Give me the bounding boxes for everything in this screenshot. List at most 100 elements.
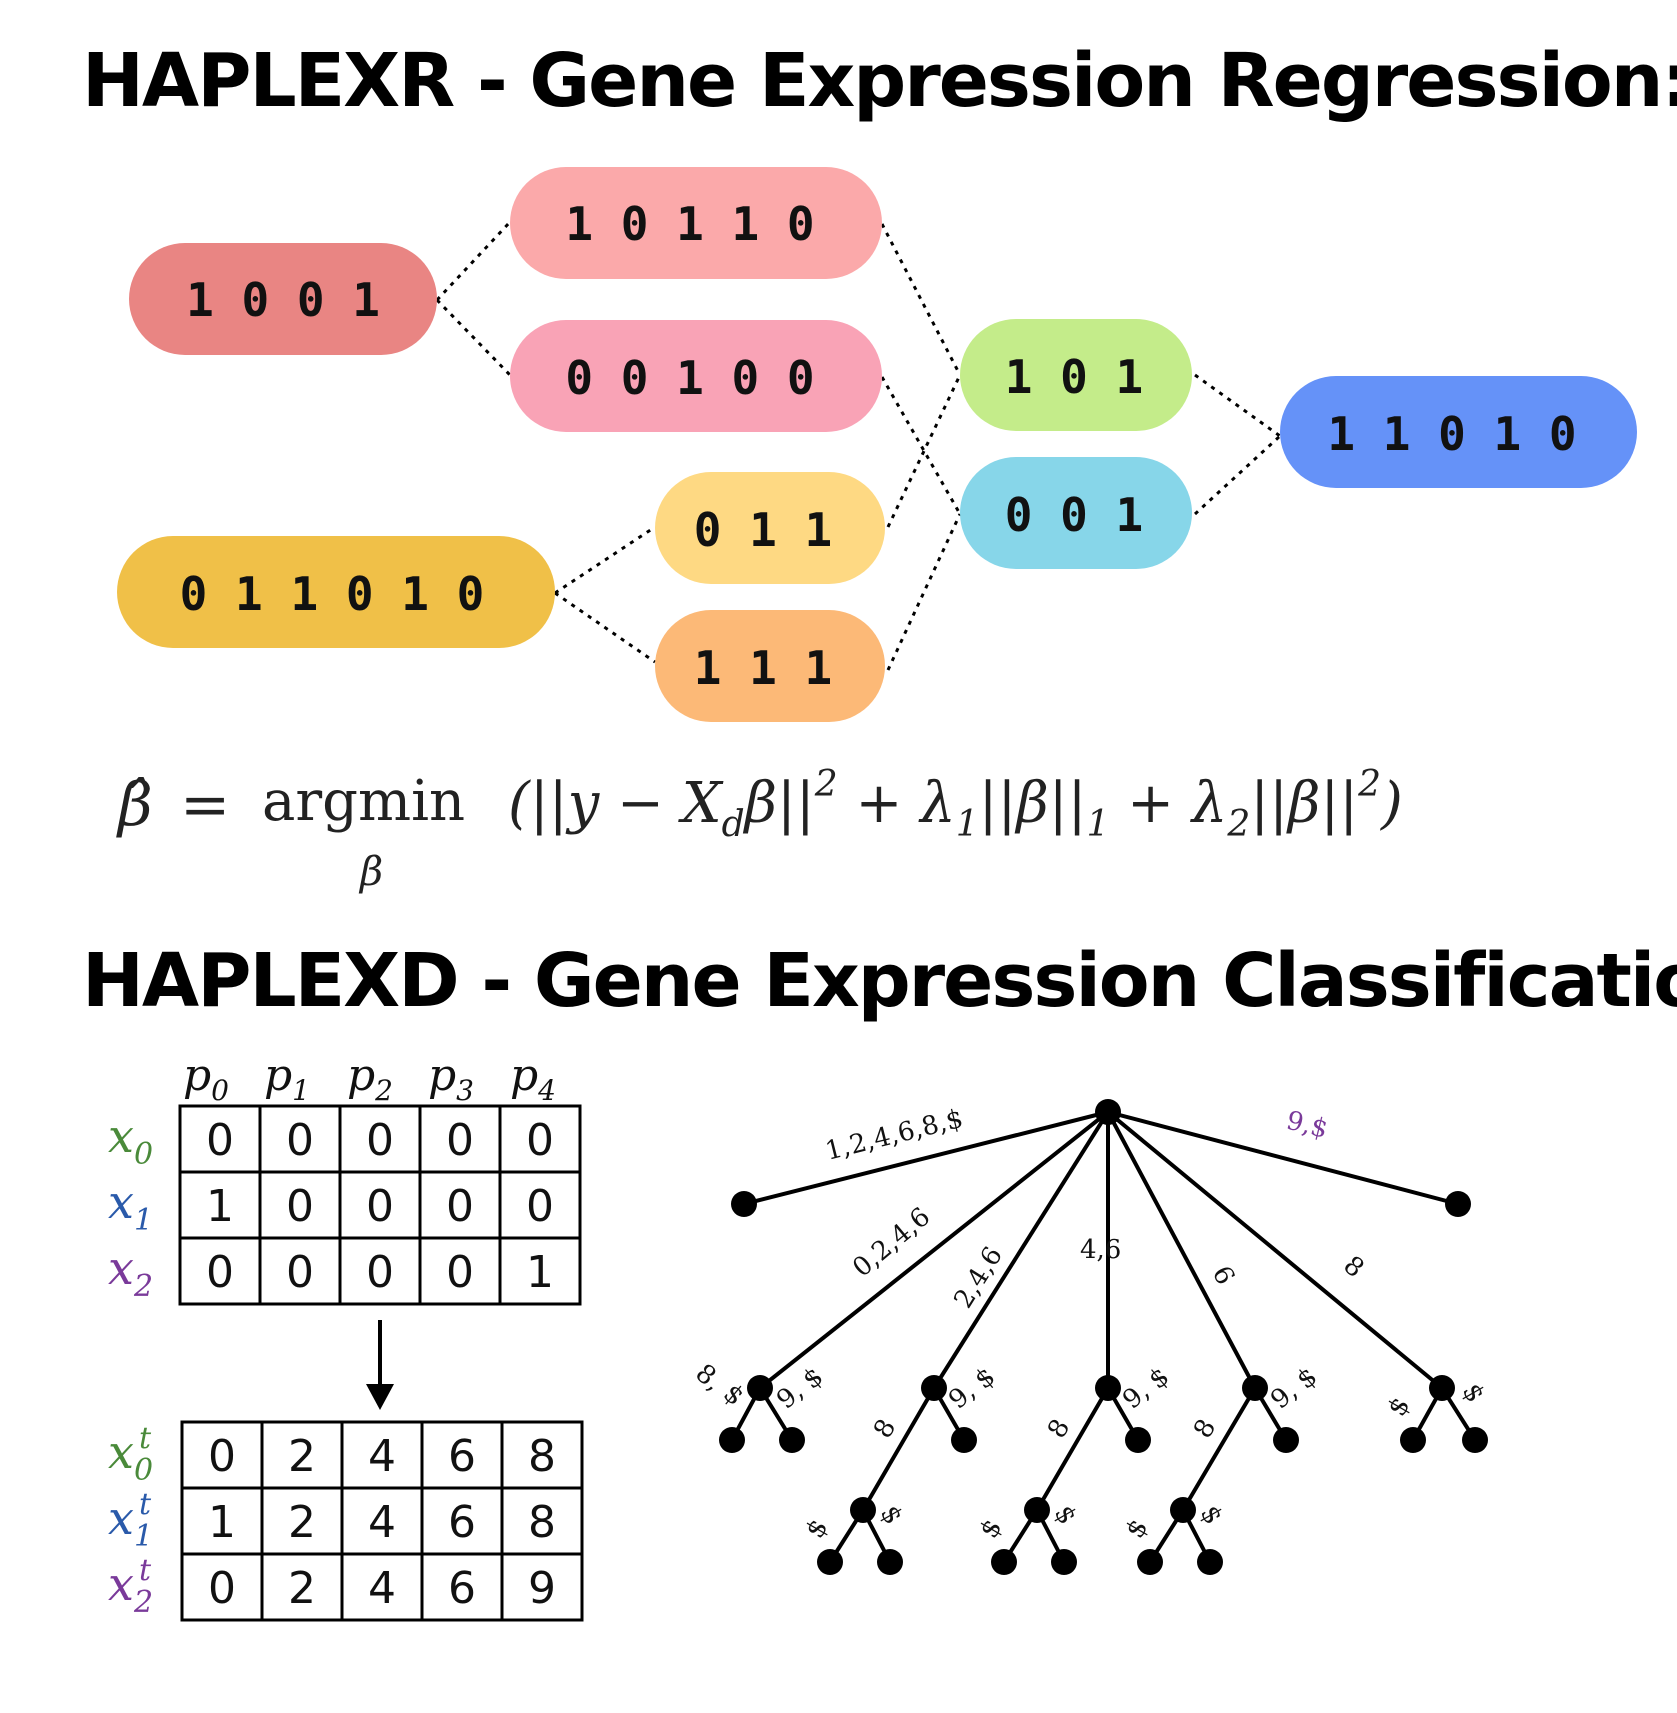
regression-title: HAPLEXR - Gene Expression Regression: — [82, 38, 1677, 124]
label-c5-dollar-b: $ — [1456, 1379, 1490, 1408]
label-c2: 2,4,6 — [948, 1242, 1008, 1314]
node-c4 — [1242, 1375, 1268, 1401]
tree-nodes — [719, 1099, 1488, 1575]
cell-2-1: 0 — [286, 1247, 314, 1298]
label-c4-9: 9, — [1265, 1376, 1303, 1415]
row-label-x2t: x2t — [108, 1553, 153, 1620]
label-c1-8: 8, — [690, 1358, 728, 1397]
label-c4-dollar-b: $ — [1194, 1501, 1228, 1530]
pill-blue-shape — [1280, 376, 1637, 488]
equation-residual: (||y − Xdβ||2 + λ1||β||1 + λ2||β||2) — [508, 764, 1403, 845]
tcell-1-4: 8 — [528, 1497, 556, 1548]
conn-yellow-lightyellow — [554, 525, 656, 595]
tcell-1-0: 1 — [208, 1497, 236, 1548]
pill-pink-shape — [510, 320, 882, 432]
node-left — [731, 1191, 757, 1217]
node-c4-mid — [1170, 1497, 1196, 1523]
conn-salmon-green — [880, 223, 962, 376]
node-c5 — [1429, 1375, 1455, 1401]
edge-root-c2 — [932, 1110, 1110, 1390]
pill-blue-bits: 1 1 0 1 0 — [1327, 407, 1576, 461]
tcell-0-0: 0 — [208, 1431, 236, 1482]
col-header-p1: p1 — [264, 1050, 310, 1107]
leaf-c2-mid-b — [877, 1549, 903, 1575]
row-label-x0t: x0t — [108, 1421, 153, 1488]
pill-light-yellow-shape — [655, 472, 885, 584]
label-rightmost: 9,$ — [1283, 1106, 1330, 1145]
leaf-c3-b — [1125, 1427, 1151, 1453]
label-c4-8: 8 — [1188, 1414, 1222, 1443]
col-header-p2: p2 — [347, 1050, 393, 1107]
pill-green-shape — [960, 319, 1192, 431]
label-c3-dollar-a: $ — [974, 1514, 1008, 1543]
cell-0-4: 0 — [526, 1115, 554, 1166]
label-c2-8: 8 — [868, 1414, 902, 1443]
conn-pink-cyan — [880, 376, 962, 515]
node-c3 — [1095, 1375, 1121, 1401]
edge-root-left — [743, 1110, 1109, 1206]
leaf-c2-b — [951, 1427, 977, 1453]
leaf-c1-a — [719, 1427, 745, 1453]
equation-plus-lambda2: + λ — [1109, 771, 1227, 836]
label-c2-9dollar: $ — [969, 1362, 1001, 1396]
pill-salmon-bits: 1 0 1 1 0 — [565, 197, 814, 251]
regression-equation: β̂ = argmin β (||y − Xdβ||2 + λ1||β||1 +… — [116, 764, 1403, 895]
cell-1-3: 0 — [446, 1181, 474, 1232]
edge-c4-mid — [1181, 1386, 1257, 1512]
arrow-head — [366, 1384, 394, 1410]
pill-orange: 1 1 1 — [655, 610, 885, 722]
label-c3-9: 9, — [1117, 1376, 1155, 1415]
pill-red-bits: 1 0 0 1 — [186, 273, 380, 327]
label-leftmost: 1,2,4,6,8,$ — [822, 1104, 966, 1167]
tcell-2-0: 0 — [208, 1563, 236, 1614]
label-c1-9: 9, — [771, 1376, 809, 1415]
cell-0-3: 0 — [446, 1115, 474, 1166]
tcell-1-1: 2 — [288, 1497, 316, 1548]
edge-root-right — [1107, 1110, 1459, 1206]
tcell-0-2: 4 — [368, 1431, 396, 1482]
input-matrix-cells: 0 0 0 0 0 1 0 0 0 0 0 0 0 0 1 — [206, 1115, 554, 1298]
cell-0-1: 0 — [286, 1115, 314, 1166]
node-c2-mid — [850, 1497, 876, 1523]
equation-plus-lambda1: + λ — [838, 771, 956, 836]
equation-square2: 2 — [1357, 764, 1381, 805]
cell-0-2: 0 — [366, 1115, 394, 1166]
edge-root-c1 — [758, 1110, 1110, 1390]
tcell-2-2: 4 — [368, 1563, 396, 1614]
label-c2-9: 9, — [943, 1376, 981, 1415]
matrix-headers: p0 p1 p2 p3 p4 — [183, 1050, 556, 1107]
label-c3-dollar-b: $ — [1048, 1501, 1082, 1530]
conn-green-blue — [1194, 373, 1281, 438]
down-arrow-icon — [366, 1320, 394, 1410]
cell-2-0: 0 — [206, 1247, 234, 1298]
label-c2-dollar-a: $ — [800, 1514, 834, 1543]
col-header-p4: p4 — [510, 1050, 556, 1107]
equation-lhs: β̂ — [116, 770, 153, 840]
tcell-2-1: 2 — [288, 1563, 316, 1614]
node-root — [1095, 1099, 1121, 1125]
conn-yellow-orange — [554, 591, 656, 664]
transformed-row-labels: x0t x1t x2t — [108, 1421, 153, 1620]
pill-yellow-shape — [117, 536, 555, 648]
equation-body2: β|| — [743, 771, 815, 836]
pill-orange-bits: 1 1 1 — [694, 641, 832, 695]
row-label-x1t: x1t — [108, 1487, 153, 1554]
transformed-matrix-grid — [182, 1422, 582, 1620]
col-header-p0: p0 — [183, 1050, 229, 1107]
label-c3-8: 8 — [1042, 1414, 1076, 1443]
equation-norm1-sub: 1 — [1086, 804, 1109, 845]
cell-1-2: 0 — [366, 1181, 394, 1232]
cell-2-3: 0 — [446, 1247, 474, 1298]
edge-root-c5 — [1106, 1110, 1444, 1390]
pill-light-yellow-bits: 0 1 1 — [694, 503, 832, 557]
tcell-2-4: 9 — [528, 1563, 556, 1614]
leaf-c3-mid-a — [991, 1549, 1017, 1575]
equation-lambda1-sub: 1 — [956, 804, 979, 845]
pill-yellow: 0 1 1 0 1 0 — [117, 536, 555, 648]
pill-connections — [435, 220, 1282, 671]
tree-edges — [730, 1110, 1477, 1564]
tcell-1-2: 4 — [368, 1497, 396, 1548]
pill-red: 1 0 0 1 — [129, 243, 437, 355]
pill-orange-shape — [655, 610, 885, 722]
suffix-tree: 1,2,4,6,8,$ 9,$ 0,2,4,6 2,4,6 4,6 6 8 8,… — [690, 1099, 1490, 1575]
